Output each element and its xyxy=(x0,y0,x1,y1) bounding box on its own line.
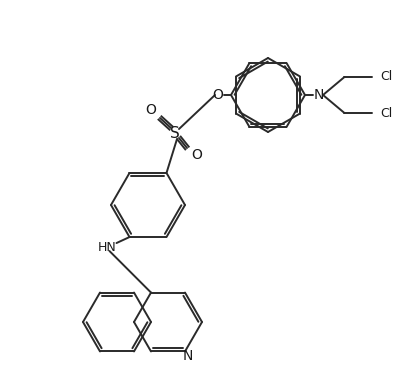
Text: Cl: Cl xyxy=(380,70,392,83)
Text: HN: HN xyxy=(98,240,116,253)
Text: O: O xyxy=(191,148,202,162)
Text: O: O xyxy=(145,103,156,117)
Text: S: S xyxy=(170,126,179,140)
Text: N: N xyxy=(313,88,323,102)
Text: O: O xyxy=(212,88,223,102)
Text: Cl: Cl xyxy=(380,108,392,120)
Text: N: N xyxy=(183,350,193,364)
